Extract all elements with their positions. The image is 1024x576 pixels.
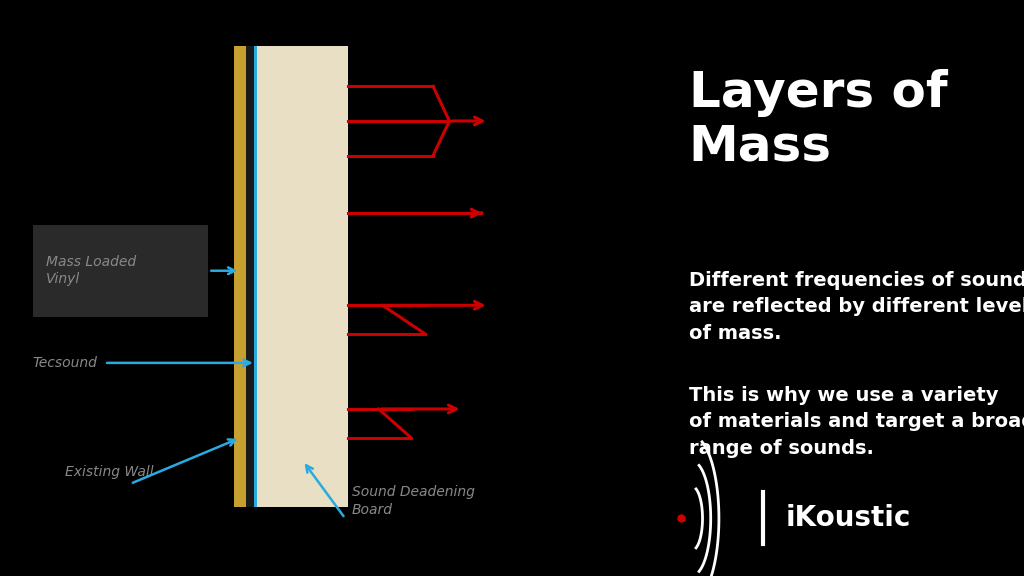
Text: iKoustic: iKoustic bbox=[785, 505, 910, 532]
Bar bbox=[234, 46, 246, 507]
Text: Layers of
Mass: Layers of Mass bbox=[688, 69, 947, 171]
Bar bbox=[257, 46, 348, 507]
Text: Existing Wall: Existing Wall bbox=[66, 465, 154, 479]
Bar bbox=[254, 46, 257, 507]
Bar bbox=[246, 46, 254, 507]
Text: Mass Loaded
Vinyl: Mass Loaded Vinyl bbox=[46, 255, 136, 286]
Text: Sound Deadening
Board: Sound Deadening Board bbox=[351, 486, 474, 517]
Text: Different frequencies of sound
are reflected by different levels
of mass.: Different frequencies of sound are refle… bbox=[688, 271, 1024, 343]
Bar bbox=[33, 225, 209, 317]
Text: This is why we use a variety
of materials and target a broad
range of sounds.: This is why we use a variety of material… bbox=[688, 386, 1024, 458]
Text: Tecsound: Tecsound bbox=[33, 356, 97, 370]
